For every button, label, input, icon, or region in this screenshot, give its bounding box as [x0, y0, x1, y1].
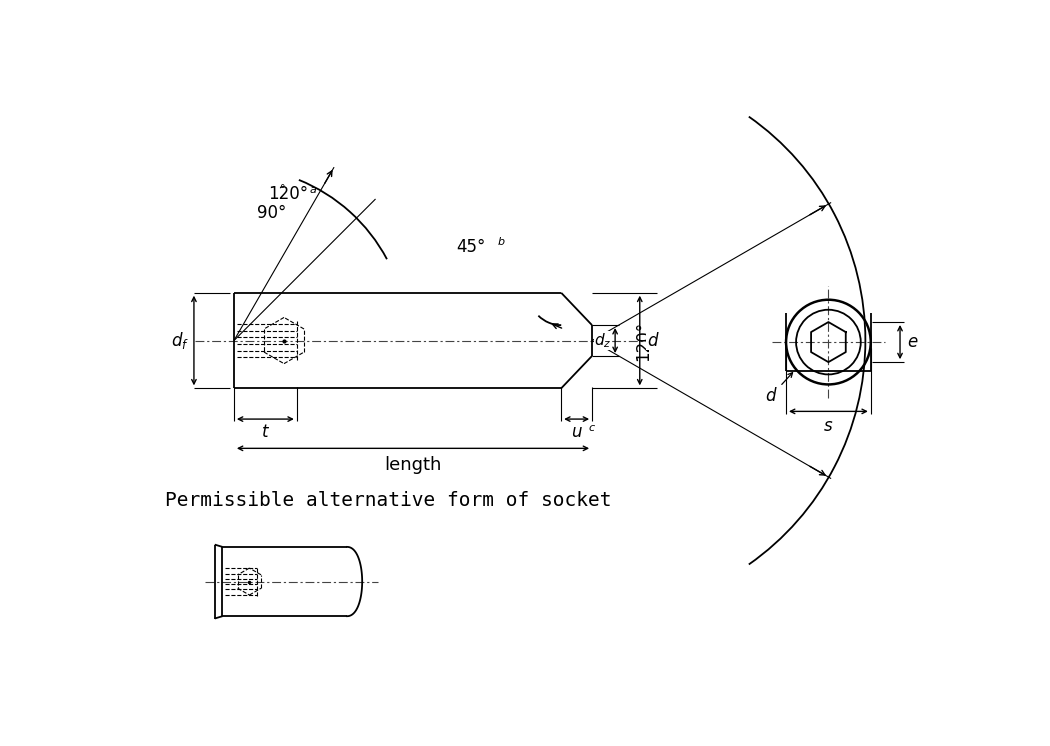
Text: 120°: 120°	[634, 321, 653, 360]
Text: length: length	[384, 457, 442, 474]
Text: $u$: $u$	[571, 424, 583, 442]
Text: c: c	[589, 423, 595, 433]
Text: b: b	[498, 237, 504, 247]
Text: $s$: $s$	[823, 419, 834, 435]
Text: $d_z$: $d_z$	[594, 331, 611, 350]
Text: $e$: $e$	[906, 333, 918, 351]
Text: $d$: $d$	[764, 373, 793, 405]
Text: 120°: 120°	[269, 185, 309, 203]
Text: $t$: $t$	[260, 424, 270, 442]
Text: a: a	[310, 184, 316, 195]
Text: $d$: $d$	[647, 331, 660, 350]
Text: 90°: 90°	[257, 204, 287, 222]
Text: 45°: 45°	[457, 237, 486, 256]
Text: $d_f$: $d_f$	[171, 330, 189, 351]
Text: Permissible alternative form of socket: Permissible alternative form of socket	[165, 491, 611, 510]
Text: °: °	[280, 184, 286, 194]
